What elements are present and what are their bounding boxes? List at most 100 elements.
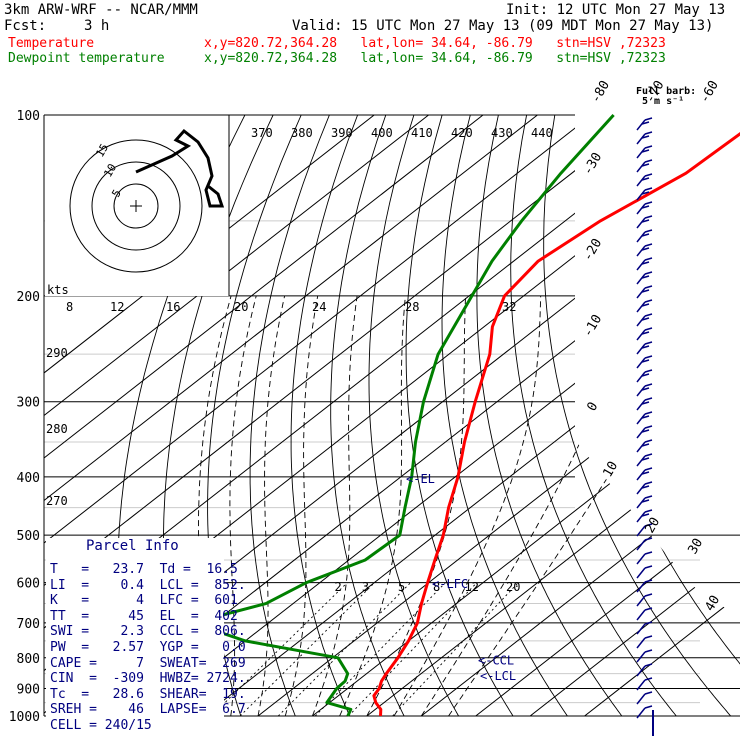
parcel-info-row: CIN = -309 HWBZ= 2724. (50, 671, 246, 687)
isotherm-line (44, 115, 484, 716)
dry-adiabat (543, 115, 732, 716)
wind-barb-flag (644, 159, 653, 163)
wind-barb (636, 567, 646, 579)
wind-barb-flag (641, 317, 650, 321)
dry-adiabat (575, 115, 740, 716)
wind-barb-flag (641, 373, 650, 377)
hodograph-speed-label: 28 (405, 300, 419, 314)
moist-adiabat (257, 295, 286, 716)
mixing-ratio-label: 20 (506, 580, 520, 594)
wind-barb (636, 119, 646, 131)
wind-barb-flag (641, 471, 650, 475)
mixing-ratio-label: 5 (398, 580, 405, 594)
wind-barb-flag (644, 481, 653, 485)
dewpoint-legend-name: Dewpoint temperature (8, 51, 165, 66)
wind-barb-flag (644, 383, 653, 387)
wind-barb-flag (644, 257, 653, 261)
wind-barb-flag (644, 397, 653, 401)
mixing-ratio-line (239, 582, 375, 716)
wind-barb (636, 511, 646, 523)
parcel-info-row: Tc = 28.6 SHEAR= 19. (50, 686, 246, 702)
wind-barb-flag (641, 345, 650, 349)
wind-barb (636, 623, 646, 635)
wind-barb (636, 483, 646, 495)
wind-barb-flag (641, 331, 650, 335)
theta-label: 370 (251, 126, 273, 140)
wind-barb (636, 525, 646, 537)
level-annotation: <-CCL (478, 654, 514, 668)
mixing-ratio-label: 12 (465, 580, 479, 594)
mixing-ratio-line (314, 582, 446, 716)
wind-barb-flag (644, 229, 653, 233)
parcel-info-panel: Parcel Info T = 23.7 Td = 16.5 LI = 0.4 L… (46, 538, 246, 733)
wind-barb (636, 399, 646, 411)
wind-barb-flag (644, 677, 653, 681)
wind-barb (636, 301, 646, 313)
init-time: Init: 12 UTC Mon 27 May 13 (506, 2, 726, 18)
mixing-ratio-label: 3 (362, 580, 369, 594)
forecast-label: Fcst: (4, 18, 47, 34)
moist-adiabat (229, 295, 257, 716)
mixing-ratio-line (277, 582, 411, 716)
wind-barb (636, 413, 646, 425)
wind-barb-flag (641, 289, 650, 293)
wind-barb (636, 707, 646, 719)
wind-barb-flag (644, 215, 653, 219)
parcel-info-row: PW = 2.57 YGP = 0.0 (50, 640, 246, 655)
wind-barb (636, 553, 646, 565)
dry-adiabat (666, 115, 740, 716)
wind-barb-flag (644, 663, 653, 667)
wind-barb-flag (641, 149, 650, 153)
wind-barb (636, 693, 646, 705)
dry-adiabat (636, 115, 740, 716)
theta-label: 400 (371, 126, 393, 140)
wind-barb (636, 665, 646, 677)
wind-barb (636, 203, 646, 215)
wind-barb-flag (641, 359, 650, 363)
temperature-legend-info: x,y=820.72,364.28 lat,lon= 34.64, -86.79… (204, 36, 666, 51)
wind-barb-flag (644, 173, 653, 177)
mixing-ratio-line (392, 582, 519, 716)
dewpoint-profile (190, 113, 615, 717)
level-annotation: <-LCL (480, 669, 516, 683)
wind-barb-flag (644, 117, 653, 121)
wind-barb (636, 581, 646, 593)
wind-barb-flag (644, 313, 653, 317)
parcel-info-row: CELL = 240/15 (50, 718, 152, 733)
wind-barbs: Full barb:5 m s⁻¹ (636, 86, 696, 736)
dry-adiabat (476, 115, 623, 716)
wind-barb-flag (641, 261, 650, 265)
wind-barb-flag (641, 191, 650, 195)
dry-adiabat (249, 115, 330, 716)
wind-barb (636, 595, 646, 607)
dry-adiabat (330, 115, 405, 716)
theta-label: 440 (531, 126, 553, 140)
wind-barb-flag (641, 387, 650, 391)
hodograph-speed-label: 24 (312, 300, 326, 314)
wind-barb-flag (644, 131, 653, 135)
wind-barb-flag (641, 415, 650, 419)
hodograph-ring-label: 15 (93, 142, 111, 160)
isotherm-line (44, 115, 429, 716)
wind-barb-flag (641, 233, 650, 237)
wind-barb-flag (644, 467, 653, 471)
dry-adiabat (405, 115, 514, 716)
isotherm-label: -10 (580, 312, 605, 340)
wind-barb-flag (644, 691, 653, 695)
wind-barb-flag (644, 551, 653, 555)
wind-barb (636, 189, 646, 201)
wind-barb-flag (641, 275, 650, 279)
mixing-ratio-line (348, 582, 478, 716)
barb-legend-value: 5 m s⁻¹ (642, 96, 684, 107)
wind-barb-flag (644, 607, 653, 611)
sounding-profiles (190, 113, 740, 717)
hodograph-speed-label: 12 (110, 300, 124, 314)
parcel-info-row: SWI = 2.3 CCL = 806. (50, 624, 246, 640)
wind-barb (636, 273, 646, 285)
hodograph-trace (135, 128, 225, 208)
wind-barb-flag (641, 499, 650, 503)
wind-barb (636, 679, 646, 691)
isotherm-line (420, 115, 740, 716)
wind-barb (636, 329, 646, 341)
